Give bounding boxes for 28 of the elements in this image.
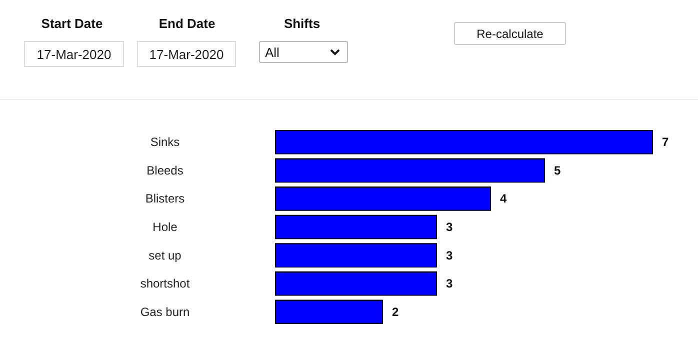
y-tick-label: Blisters — [145, 192, 185, 206]
data-label: 7 — [662, 135, 669, 150]
data-label: 3 — [446, 276, 453, 291]
text: End Date — [158, 16, 216, 31]
y-tick-label: Bleeds — [146, 163, 184, 178]
y-tick-label: Sinks — [150, 135, 180, 150]
data-label: 4 — [500, 192, 507, 206]
date-field: 17-Mar-2020 — [137, 41, 236, 67]
data-label: 3 — [446, 220, 453, 234]
button: Re-calculate — [454, 22, 566, 45]
bar — [275, 130, 653, 154]
text: Shifts — [284, 16, 320, 31]
bar — [275, 243, 437, 268]
text: Start Date — [41, 16, 103, 31]
date-field: 17-Mar-2020 — [24, 41, 124, 67]
y-tick-label: Hole — [152, 220, 178, 234]
data-label: 3 — [446, 248, 453, 262]
y-tick-label: set up — [148, 248, 182, 262]
y-tick-label: shortshot — [140, 276, 190, 291]
bar — [275, 214, 437, 240]
data-label: 5 — [554, 163, 561, 178]
bar — [275, 158, 545, 183]
bar — [275, 271, 437, 296]
dropdown-field: All — [259, 41, 348, 63]
bar — [275, 186, 491, 211]
bar — [275, 300, 383, 324]
data-label: 2 — [392, 304, 399, 319]
y-tick-label: Gas burn — [140, 304, 190, 319]
